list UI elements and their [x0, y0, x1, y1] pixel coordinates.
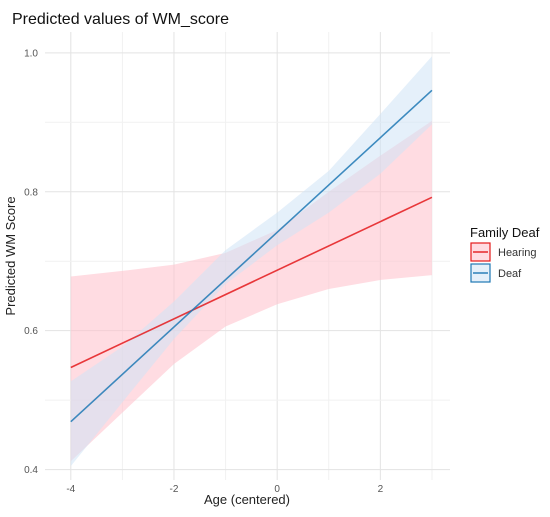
series-line-deaf — [70, 89, 433, 423]
y-tick-label: 1.0 — [24, 48, 38, 59]
confidence-bands — [70, 56, 432, 467]
confidence-band-deaf — [70, 56, 432, 467]
legend-title: Family Deaf — [470, 225, 540, 240]
x-tick-label: 0 — [274, 484, 280, 495]
confidence-band-hearing — [70, 120, 432, 462]
x-axis-label: Age (centered) — [204, 492, 290, 507]
series-lines — [70, 89, 433, 423]
legend-label-hearing: Hearing — [498, 247, 537, 259]
y-tick-label: 0.6 — [24, 326, 38, 337]
axis-ticks: -4 -2 0 2 0.4 0.6 0.8 1.0 — [24, 48, 383, 495]
chart-title: Predicted values of WM_score — [12, 11, 229, 28]
y-axis-label: Predicted WM Score — [3, 196, 18, 315]
y-tick-label: 0.4 — [24, 465, 38, 476]
y-tick-label: 0.8 — [24, 187, 38, 198]
legend-label-deaf: Deaf — [498, 268, 522, 280]
series-line-hearing — [70, 196, 433, 369]
x-tick-label: -4 — [66, 484, 75, 495]
x-tick-label: 2 — [378, 484, 384, 495]
x-tick-label: -2 — [170, 484, 179, 495]
legend: Family Deaf Hearing Deaf — [470, 225, 540, 283]
